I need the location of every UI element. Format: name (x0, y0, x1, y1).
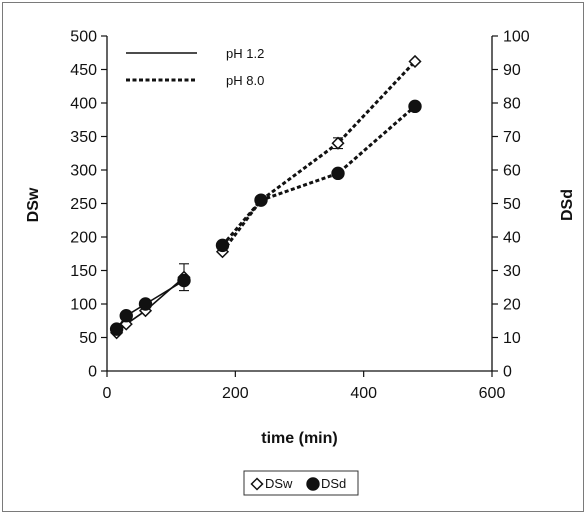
dsw-point (408, 54, 422, 69)
y-right-tick-label: 100 (503, 29, 530, 46)
dsd-point (138, 297, 153, 311)
y-right-tick-label: 10 (503, 330, 521, 347)
line-style-legend: pH 1.2 pH 8.0 (126, 46, 264, 88)
y-left-tick-label: 300 (70, 163, 97, 180)
y-left-tick-label: 400 (70, 96, 97, 113)
x-axis-title: time (min) (261, 430, 337, 447)
y-left-tick-label: 150 (70, 263, 97, 280)
dsw-line-dotted (221, 60, 417, 253)
marker-legend: DSw DSd (243, 470, 359, 496)
y-right-tick-label: 0 (503, 364, 512, 381)
y-right-tick-label: 60 (503, 163, 521, 180)
dsd-point (177, 273, 191, 288)
y-right-tick-label: 70 (503, 129, 521, 146)
legend-marker-label: DSw (265, 476, 293, 491)
marker-legend-box (243, 470, 359, 496)
dsd-point (408, 99, 422, 114)
y-right-tick-label: 30 (503, 263, 521, 280)
x-tick-label: 600 (479, 385, 506, 402)
error-bars (179, 137, 343, 292)
y-left-tick-label: 200 (70, 230, 97, 247)
x-tick-label: 200 (222, 385, 249, 402)
dsd-point (254, 193, 268, 207)
data-markers (109, 54, 422, 340)
y-right-tick-label: 20 (503, 297, 521, 314)
y-right-tick-label: 40 (503, 230, 521, 247)
dsd-point (119, 309, 133, 323)
y-left-tick-label: 500 (70, 29, 97, 46)
y-right-tick-label: 80 (503, 96, 521, 113)
legend-line-label: pH 8.0 (226, 73, 264, 88)
dsd-point (109, 322, 124, 336)
legend-marker-label: DSd (321, 476, 346, 491)
legend-line-label: pH 1.2 (226, 46, 264, 61)
y-axis-right-title: DSd (559, 189, 576, 221)
y-left-tick-label: 0 (88, 364, 97, 381)
dsd-line-dotted (221, 105, 416, 247)
y-left-tick-label: 450 (70, 62, 97, 79)
legend-marker (250, 477, 264, 491)
y-left-tick-label: 350 (70, 129, 97, 146)
legend-marker (306, 477, 320, 491)
axes: 0501001502002503003504004505000102030405… (25, 29, 576, 448)
y-left-tick-label: 100 (70, 297, 97, 314)
y-left-tick-label: 50 (79, 330, 97, 347)
y-left-tick-label: 250 (70, 196, 97, 213)
chart-frame (2, 2, 584, 512)
dsd-point (331, 166, 345, 181)
dsw-point (331, 136, 345, 150)
y-right-tick-label: 90 (503, 62, 521, 79)
x-tick-label: 0 (103, 385, 112, 402)
y-axis-left-title: DSw (25, 187, 42, 222)
x-tick-label: 400 (350, 385, 377, 402)
y-right-tick-label: 50 (503, 196, 521, 213)
dsd-point (215, 238, 230, 253)
